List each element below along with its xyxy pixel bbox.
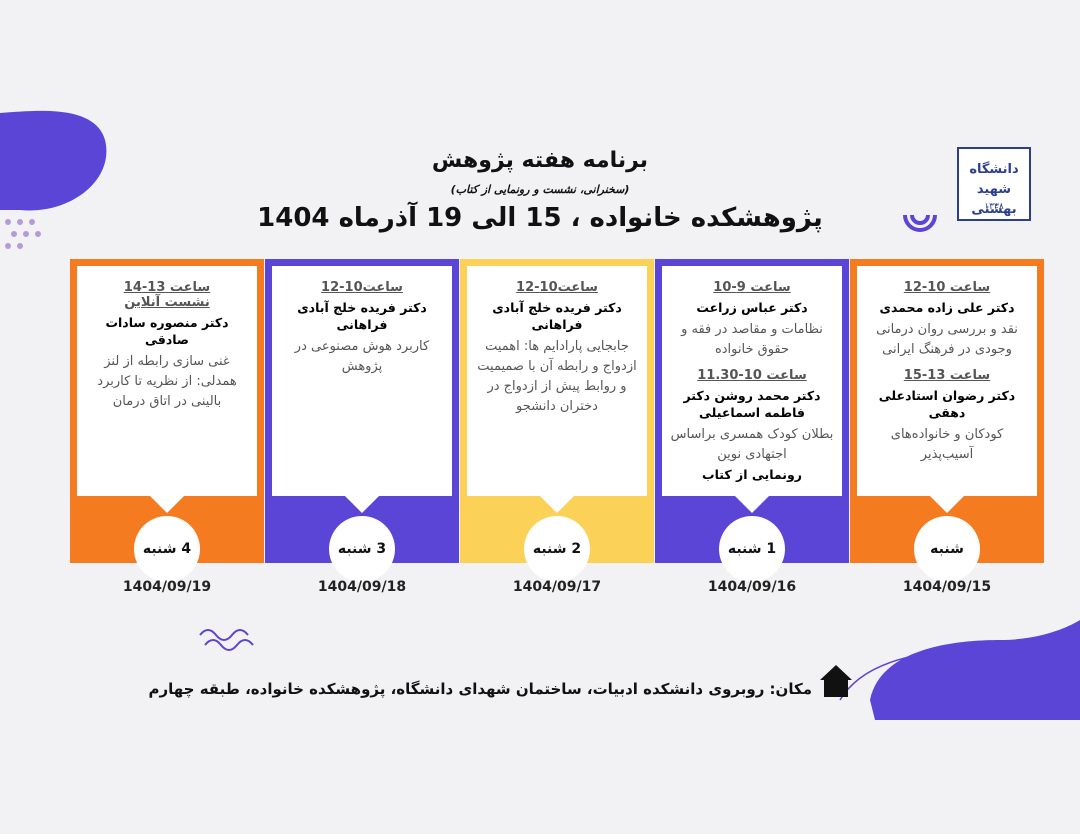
date: 1404/09/15 bbox=[902, 579, 992, 595]
speaker: دکتر رضوان استادعلی دهقی bbox=[878, 388, 1016, 420]
dots bbox=[5, 219, 41, 249]
spacer bbox=[863, 360, 1031, 364]
date: 1404/09/18 bbox=[317, 579, 407, 595]
day-card: ساعت 9-10 دکتر عباس زراعت نظامات و مقاصد د… bbox=[662, 266, 842, 496]
blob bbox=[0, 110, 107, 211]
speaker: دکتر عباس زراعت bbox=[696, 300, 808, 315]
day-column: ساعت10-12 دکتر فریده خلج آبادی فراهانی کار… bbox=[265, 259, 459, 595]
day-card: ساعت 10-12 دکتر علی زاده محمدی نقد و بررسی… bbox=[857, 266, 1037, 496]
speaker: دکتر منصوره سادات صادقی bbox=[105, 315, 229, 347]
notch bbox=[149, 495, 185, 513]
note: رونمایی از کتاب bbox=[702, 467, 802, 482]
day-label: 4 شنبه bbox=[134, 516, 200, 582]
title: برنامه هفته پژوهش bbox=[431, 148, 649, 173]
day-card: ساعت10-12 دکتر فریده خلج آبادی فراهانی جاب… bbox=[467, 266, 647, 496]
swirl bbox=[903, 214, 937, 232]
notch bbox=[539, 495, 575, 513]
session-time: ساعت 13-14 bbox=[123, 280, 211, 295]
day-card: ساعت 13-14 نشست آنلاین دکتر منصوره سادات ص… bbox=[77, 266, 257, 496]
topic: جابجایی پارادایم ها: اهمیت ازدواج و رابط… bbox=[477, 339, 637, 414]
notch bbox=[734, 495, 770, 513]
main-title: پژوهشکده خانواده ، 15 الی 19 آذرماه 1404 bbox=[257, 203, 823, 233]
speaker: دکتر محمد روشن دکتر فاطمه اسماعیلی bbox=[683, 388, 821, 420]
session-time: ساعت10-12 bbox=[516, 280, 598, 295]
speaker: دکتر فریده خلج آبادی فراهانی bbox=[492, 300, 622, 332]
topic: نقد و بررسی روان درمانی وجودی در فرهنگ ا… bbox=[876, 322, 1018, 357]
home-icon bbox=[820, 665, 852, 697]
day-column: ساعت 9-10 دکتر عباس زراعت نظامات و مقاصد د… bbox=[655, 259, 849, 595]
subtitle: (سخنرانی، نشست و رونمایی از کتاب) bbox=[450, 183, 630, 196]
session-mode: نشست آنلاین bbox=[124, 295, 210, 310]
session-time: ساعت10-12 bbox=[321, 280, 403, 295]
topic: غنی سازی رابطه از لنز همدلی: از نظریه تا… bbox=[97, 354, 237, 409]
session-time: ساعت 10-11.30 bbox=[697, 368, 807, 383]
date: 1404/09/19 bbox=[122, 579, 212, 595]
session-time: ساعت 13-15 bbox=[903, 368, 991, 383]
date: 1404/09/17 bbox=[512, 579, 602, 595]
logo-year: ۱۳۳۸ bbox=[984, 202, 1004, 212]
notch bbox=[929, 495, 965, 513]
topic: بطلان کودک همسری براساس اجتهادی نوین bbox=[670, 427, 834, 462]
speaker: دکتر علی زاده محمدی bbox=[879, 300, 1015, 315]
squiggle bbox=[199, 629, 254, 651]
spacer bbox=[668, 360, 836, 364]
curve bbox=[839, 649, 1080, 701]
topic: نظامات و مقاصد در فقه و حقوق خانواده bbox=[681, 322, 823, 357]
day-column: ساعت10-12 دکتر فریده خلج آبادی فراهانی جاب… bbox=[460, 259, 654, 595]
day-card: ساعت10-12 دکتر فریده خلج آبادی فراهانی کار… bbox=[272, 266, 452, 496]
speaker: دکتر فریده خلج آبادی فراهانی bbox=[297, 300, 427, 332]
day-label: 1 شنبه bbox=[719, 516, 785, 582]
session-time: ساعت 9-10 bbox=[713, 280, 791, 295]
date: 1404/09/16 bbox=[707, 579, 797, 595]
day-label: 3 شنبه bbox=[329, 516, 395, 582]
location: مکان: روبروی دانشکده ادبیات، ساختمان شهد… bbox=[148, 680, 812, 698]
topic: کودکان و خانواده‌های آسیب‌پذیر bbox=[890, 427, 1004, 462]
day-label: شنبه bbox=[914, 516, 980, 582]
session-time: ساعت 10-12 bbox=[903, 280, 991, 295]
day-column: ساعت 10-12 دکتر علی زاده محمدی نقد و بررسی… bbox=[850, 259, 1044, 595]
topic: کاربرد هوش مصنوعی در پژوهش bbox=[294, 339, 430, 374]
day-column: ساعت 13-14 نشست آنلاین دکتر منصوره سادات ص… bbox=[70, 259, 264, 595]
blob bbox=[870, 620, 1080, 720]
notch bbox=[344, 495, 380, 513]
logo-box bbox=[957, 147, 1031, 221]
day-label: 2 شنبه bbox=[524, 516, 590, 582]
logo-name: دانشگاه شهید بهشتی bbox=[969, 162, 1019, 217]
